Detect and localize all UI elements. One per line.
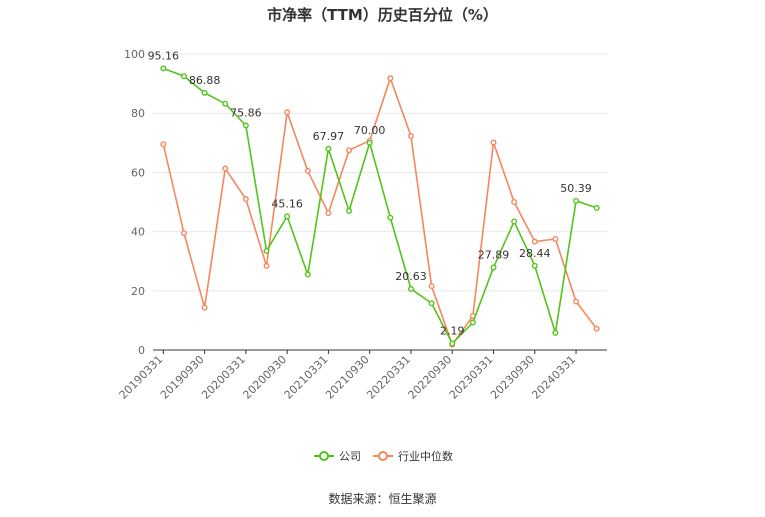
data-label: 70.00 <box>354 124 386 137</box>
data-point-company <box>593 204 600 211</box>
data-point-industry <box>428 283 435 290</box>
data-label: 50.39 <box>560 182 592 195</box>
data-point-industry <box>242 196 249 203</box>
x-tick-label: 20200930 <box>240 353 289 402</box>
x-tick-label: 20210930 <box>323 353 372 402</box>
data-label: 2.19 <box>440 325 465 338</box>
data-point-industry <box>284 109 291 116</box>
data-label: 27.89 <box>478 248 510 261</box>
data-label: 67.97 <box>313 130 345 143</box>
data-point-company <box>325 145 332 152</box>
data-point-company <box>573 197 580 204</box>
data-label: 28.44 <box>519 247 551 260</box>
y-tick-label: 40 <box>131 226 145 239</box>
data-label: 45.16 <box>271 197 303 210</box>
x-tick-label: 20220331 <box>364 353 413 402</box>
data-point-company <box>180 73 187 80</box>
data-point-company <box>242 122 249 129</box>
data-point-company <box>449 340 456 347</box>
x-tick-label: 20210331 <box>282 353 331 402</box>
series-line-industry <box>162 75 598 347</box>
data-point-industry <box>593 325 600 332</box>
data-point-company <box>552 329 559 336</box>
data-label: 75.86 <box>230 106 262 119</box>
data-point-industry <box>180 230 187 237</box>
data-point-company <box>366 139 373 146</box>
data-point-industry <box>160 141 167 148</box>
data-label: 86.88 <box>189 74 221 87</box>
x-tick-label: 20190930 <box>158 353 207 402</box>
chart-title: 市净率（TTM）历史百分位（%） <box>267 6 498 24</box>
data-point-industry <box>346 147 353 154</box>
data-label: 20.63 <box>395 270 427 283</box>
y-tick-label: 20 <box>131 285 145 298</box>
x-tick-label: 20200331 <box>199 353 248 402</box>
legend-label-company: 公司 <box>339 450 361 463</box>
data-point-company <box>201 89 208 96</box>
data-point-company <box>407 285 414 292</box>
data-point-company <box>263 247 270 254</box>
data-point-company <box>490 264 497 271</box>
data-point-industry <box>263 262 270 269</box>
data-point-company <box>531 262 538 269</box>
legend-label-industry: 行业中位数 <box>398 449 453 463</box>
data-point-industry <box>325 209 332 216</box>
data-point-industry <box>407 132 414 139</box>
data-point-company <box>160 65 167 72</box>
data-point-industry <box>531 238 538 245</box>
x-tick-label: 20240331 <box>529 353 578 402</box>
data-point-industry <box>490 139 497 146</box>
data-point-company <box>222 100 229 107</box>
data-point-company <box>346 207 353 214</box>
legend-marker-company <box>319 451 329 461</box>
x-tick-label: 20230930 <box>488 353 537 402</box>
data-point-industry <box>201 304 208 311</box>
data-point-company <box>304 271 311 278</box>
data-point-industry <box>304 167 311 174</box>
x-tick-label: 20230331 <box>447 353 496 402</box>
data-point-industry <box>552 235 559 242</box>
y-tick-label: 80 <box>131 107 145 120</box>
y-tick-label: 100 <box>124 48 145 61</box>
y-tick-label: 60 <box>131 166 145 179</box>
data-point-industry <box>573 298 580 305</box>
x-tick-label: 20190331 <box>117 353 166 402</box>
series-line-company <box>163 67 597 345</box>
data-point-industry <box>222 165 229 172</box>
data-point-industry <box>511 198 518 205</box>
data-label: 95.16 <box>148 49 180 62</box>
legend-marker-industry <box>378 451 388 461</box>
x-tick-label: 20220930 <box>406 353 455 402</box>
data-point-company <box>387 214 394 221</box>
data-point-industry <box>387 75 394 82</box>
y-tick-label: 0 <box>138 344 145 357</box>
data-point-company <box>511 218 518 225</box>
data-source: 数据来源：恒生聚源 <box>328 492 437 506</box>
data-point-company <box>469 319 476 326</box>
data-point-company <box>428 300 435 307</box>
data-point-company <box>284 213 291 220</box>
